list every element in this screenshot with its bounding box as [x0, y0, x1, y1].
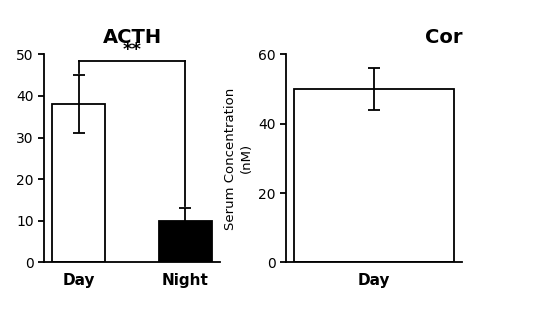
Title: ACTH: ACTH [102, 28, 162, 47]
Bar [294, 89, 454, 262]
Y-axis label: Serum Concentration
(nM): Serum Concentration (nM) [224, 87, 252, 229]
Bar [52, 104, 106, 262]
Text: Cor: Cor [425, 28, 462, 47]
Bar [158, 221, 212, 262]
Text: **: ** [123, 41, 141, 60]
